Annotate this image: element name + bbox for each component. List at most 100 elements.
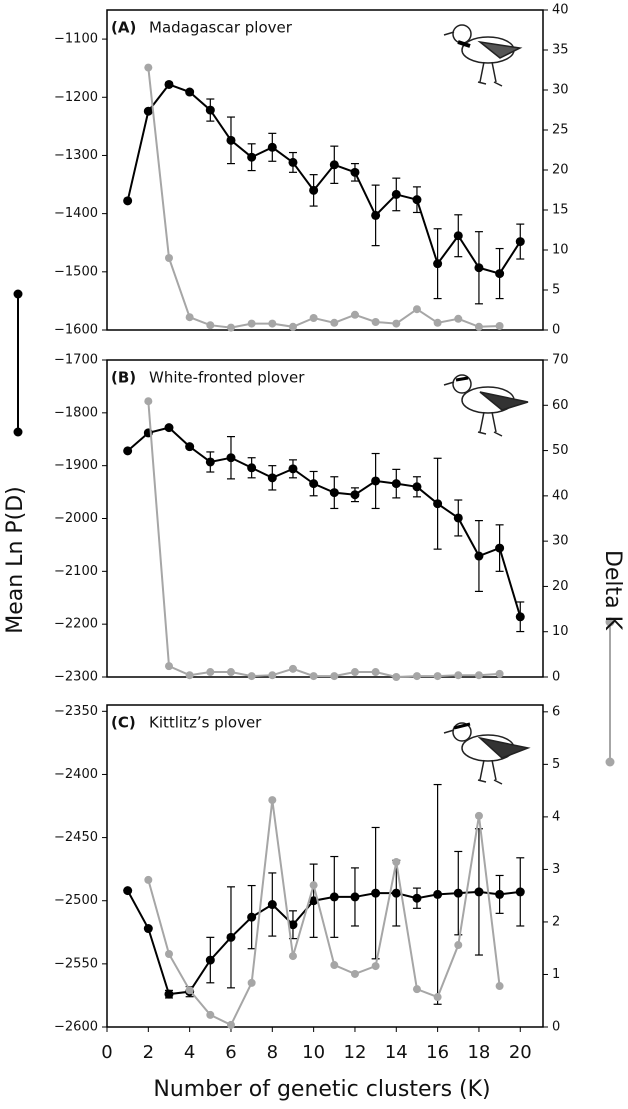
data-point [474,263,484,273]
data-point [309,185,319,195]
x-tick-label: 12 [344,1042,367,1063]
y2-tick-label: 50 [552,443,569,458]
data-point [350,892,360,902]
data-point [143,106,153,116]
data-point [226,323,235,332]
y-tick-label: −2200 [54,617,98,632]
data-point [164,254,173,262]
y-tick-label: −2450 [54,830,98,845]
plot-frame [106,704,544,1028]
data-point [391,189,401,199]
panel-title: Kittlitz’s plover [149,714,262,732]
data-point [288,322,297,331]
y-tick-label: −2400 [54,767,98,782]
panel-title: Madagascar plover [149,19,293,37]
data-point [330,318,339,327]
data-point [329,160,339,170]
y2-tick-label: 20 [552,163,569,178]
y-tick-label: −2350 [54,704,98,719]
x-tick-label: 6 [225,1042,236,1063]
data-point [185,986,194,995]
data-point [309,479,319,489]
data-point [453,513,463,523]
data-point [412,672,421,681]
data-point [454,941,463,950]
data-point [206,668,215,677]
data-point [205,955,215,965]
y2-tick-label: 6 [552,704,560,719]
y2-tick-label: 35 [552,43,569,58]
data-point [453,231,463,241]
data-point [391,888,401,898]
y-tick-label: −2550 [54,956,98,971]
data-point [288,920,298,930]
data-point [515,237,525,247]
data-point [267,142,277,152]
data-point [226,453,236,463]
y-tick-label: −2500 [54,893,98,908]
data-point [330,672,339,681]
y2-tick-label: 25 [552,123,569,138]
y-tick-label: −1600 [54,323,98,338]
data-point [433,318,442,327]
data-point [144,63,153,72]
data-point [515,887,525,897]
data-point [247,672,256,681]
y2-tick-label: 30 [552,83,569,98]
data-point [495,543,505,553]
y2-tick-label: 20 [552,579,569,594]
data-point [371,668,380,677]
x-axis-label: Number of genetic clusters (K) [153,1077,490,1102]
data-point [474,551,484,561]
data-point [247,152,257,162]
data-point [185,87,195,97]
data-point [453,888,463,898]
y2-axis-label: Delta K [600,550,625,631]
data-point [226,932,236,942]
y2-tick-label: 15 [552,203,569,218]
x-tick-label: 10 [302,1042,325,1063]
data-point [288,157,298,167]
data-point [288,952,297,961]
data-point [350,969,359,978]
data-point [164,949,173,958]
y2-tick-label: 10 [552,243,569,258]
y-tick-label: −1300 [54,148,98,163]
y2-tick-label: 4 [552,809,560,824]
y-tick-label: −1100 [54,32,98,47]
y-tick-label: −2600 [54,1020,98,1035]
data-point [164,79,174,89]
data-point [288,664,297,673]
data-point [454,671,463,680]
y2-tick-label: 40 [552,3,569,18]
data-point [329,488,339,498]
y2-tick-label: 70 [552,353,569,368]
data-point [206,321,215,330]
data-point [185,313,194,322]
data-point [392,858,401,867]
data-point [495,269,505,279]
data-point [268,796,277,805]
data-point [268,319,277,328]
y-tick-label: −1400 [54,206,98,221]
x-tick-label: 14 [385,1042,408,1063]
data-point [226,668,235,677]
data-point [391,479,401,489]
data-point [247,319,256,328]
x-tick-label: 18 [467,1042,490,1063]
panel-label: (C) [111,714,136,732]
data-point [144,875,153,884]
data-point [495,669,504,678]
data-point [288,464,298,474]
y-tick-label: −1500 [54,264,98,279]
y-tick-label: −2300 [54,670,98,685]
data-point [412,482,422,492]
data-point [371,476,381,486]
data-point [164,989,174,999]
data-point [474,811,483,820]
y-tick-label: −1700 [54,353,98,368]
y-axis-label: Mean Ln P(D) [3,486,28,634]
y-tick-label: −2000 [54,511,98,526]
data-point [474,887,484,897]
